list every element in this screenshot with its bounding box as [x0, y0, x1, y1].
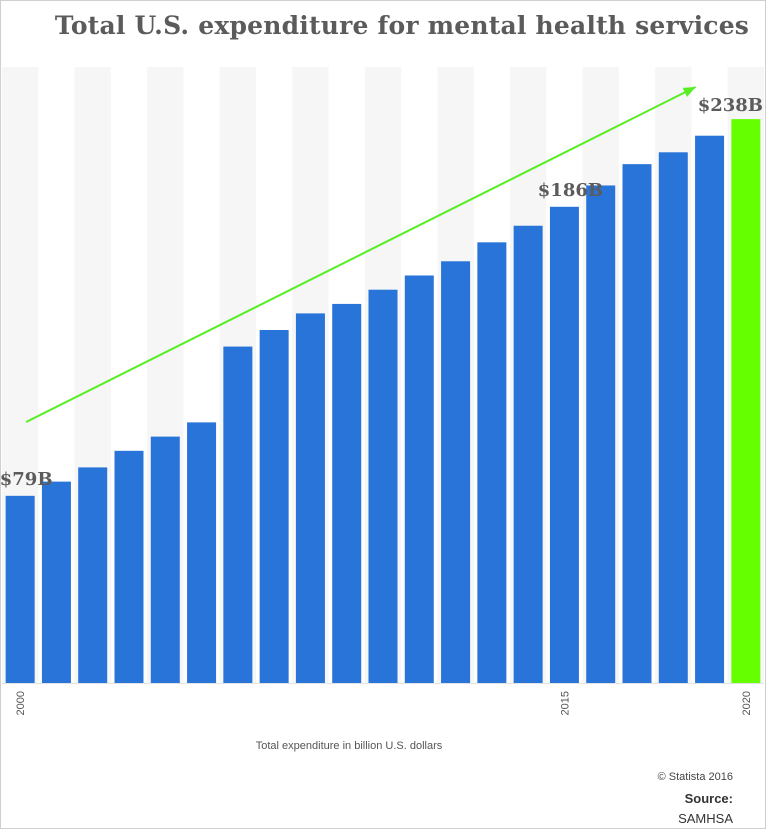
x-tick-label: 2000 — [15, 691, 27, 715]
bar — [404, 275, 434, 683]
bar — [658, 152, 688, 684]
bar — [295, 313, 325, 683]
x-tick-label: 2015 — [559, 691, 571, 715]
bar — [586, 185, 616, 683]
bar — [259, 329, 289, 683]
bar — [368, 289, 398, 683]
value-annotation: $238B — [698, 95, 763, 116]
bar — [695, 135, 725, 683]
bar — [187, 422, 217, 683]
bar — [549, 206, 579, 684]
value-annotation: $79B — [1, 469, 53, 490]
bar — [441, 261, 471, 683]
bar — [78, 467, 108, 683]
statista-credit: © Statista 2016 — [657, 771, 733, 783]
bar — [5, 495, 35, 683]
bar — [41, 481, 71, 683]
value-annotation: $186B — [538, 180, 603, 201]
x-tick-label: 2020 — [741, 691, 753, 715]
bar — [332, 303, 362, 683]
x-axis-label: Total expenditure in billion U.S. dollar… — [255, 740, 443, 752]
highlight-bar — [731, 119, 761, 684]
trend-arrow-head — [682, 87, 696, 97]
source-label: Source: — [684, 791, 733, 806]
trend-arrow-line — [25, 86, 697, 423]
bar — [223, 346, 253, 683]
bar — [150, 436, 180, 683]
bar — [114, 450, 144, 683]
chart-title: Total U.S. expenditure for mental health… — [54, 11, 750, 40]
bar — [477, 242, 507, 684]
bar — [513, 225, 543, 683]
source-value: SAMHSA — [678, 811, 733, 826]
bar — [622, 164, 652, 684]
